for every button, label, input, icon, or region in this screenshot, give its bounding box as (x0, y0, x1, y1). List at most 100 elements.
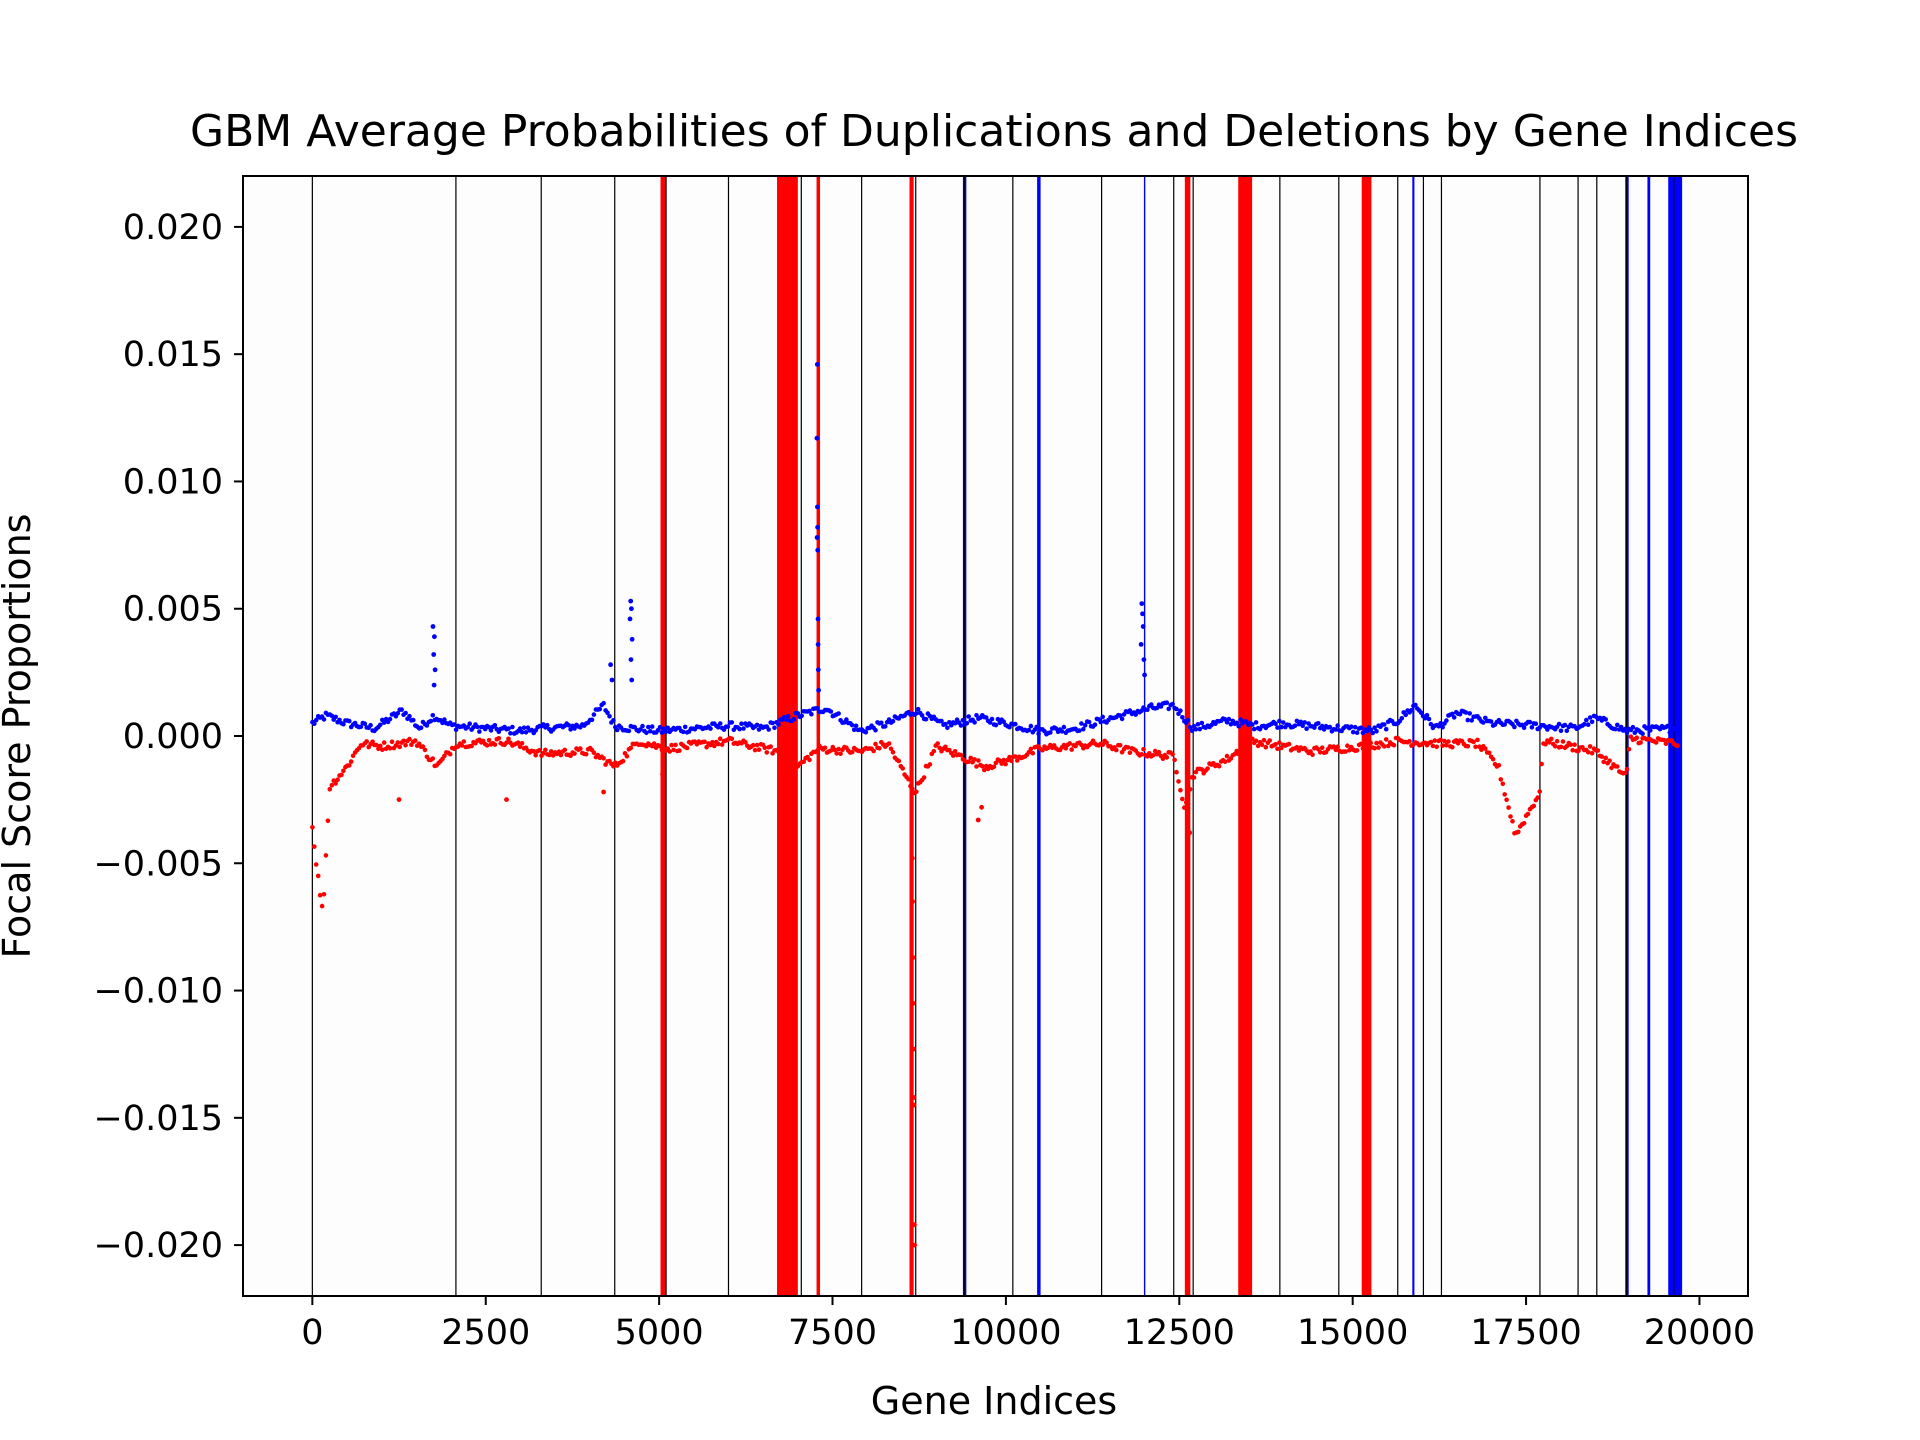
spike-point (601, 789, 606, 795)
data-point (1510, 819, 1515, 824)
data-point (651, 741, 657, 746)
data-point (919, 713, 925, 718)
data-point (1663, 741, 1669, 747)
y-tick-label: 0.020 (123, 208, 223, 248)
data-point (1426, 716, 1432, 722)
data-point (1582, 721, 1587, 727)
data-point (1669, 730, 1674, 735)
data-point (329, 782, 335, 788)
data-point (1164, 700, 1170, 705)
data-point (828, 748, 834, 753)
data-point (1125, 745, 1131, 750)
data-point (517, 744, 523, 750)
data-point (999, 761, 1004, 766)
data-point (362, 721, 368, 726)
data-point (1615, 764, 1620, 769)
data-point (1098, 719, 1104, 725)
data-point (1086, 719, 1092, 725)
deletion-band (777, 176, 798, 1296)
data-point (504, 740, 509, 745)
data-point (521, 725, 527, 730)
data-point (411, 717, 416, 723)
data-point (397, 744, 403, 750)
data-point (1603, 717, 1608, 722)
spike-point (629, 636, 635, 642)
data-point (321, 892, 327, 897)
data-point (321, 717, 327, 722)
data-point (1081, 726, 1086, 732)
data-point (591, 750, 597, 755)
y-tick-label: 0.000 (123, 717, 223, 757)
spike-point (815, 524, 820, 530)
data-point (547, 752, 552, 758)
data-point (927, 762, 933, 767)
data-point (469, 743, 474, 749)
spike-point (912, 1222, 917, 1228)
data-point (1187, 725, 1193, 730)
data-point (329, 713, 335, 719)
data-point (1358, 741, 1364, 747)
deletion-band (1184, 176, 1191, 1296)
data-point (484, 743, 490, 748)
deletion-band (1361, 176, 1372, 1296)
data-point (974, 713, 979, 718)
data-point (935, 741, 940, 746)
data-point (640, 723, 645, 729)
data-point (1587, 715, 1593, 720)
data-point (1114, 747, 1119, 753)
data-point (1562, 722, 1568, 728)
data-point (1622, 726, 1628, 732)
boundaries-layer (311, 176, 1675, 1296)
data-point (1479, 747, 1484, 752)
data-point (1568, 742, 1573, 747)
data-point (1160, 756, 1166, 761)
data-point (1450, 744, 1455, 750)
data-point (1335, 723, 1340, 728)
data-point (729, 736, 735, 742)
chart-title: GBM Average Probabilities of Duplication… (190, 106, 1798, 157)
data-point (1432, 738, 1438, 743)
data-point (974, 764, 979, 769)
data-point (849, 749, 855, 755)
data-point (980, 763, 985, 769)
data-point (657, 724, 663, 730)
duplication-band (1143, 176, 1146, 1296)
data-point (459, 743, 465, 748)
data-point (1197, 726, 1203, 732)
data-point (1372, 745, 1377, 751)
data-point (764, 750, 770, 755)
data-point (807, 757, 812, 763)
data-point (387, 716, 393, 722)
data-point (900, 766, 905, 771)
data-point (785, 713, 791, 719)
spike-point (1140, 611, 1145, 617)
data-point (523, 730, 529, 735)
data-point (517, 726, 523, 731)
spike-point (432, 667, 438, 673)
data-point (1638, 740, 1643, 745)
data-point (1434, 744, 1439, 750)
data-point (341, 721, 346, 727)
data-point (1310, 752, 1315, 757)
data-point (492, 742, 498, 747)
data-point (1603, 755, 1608, 761)
data-point (401, 738, 406, 744)
data-point (1496, 763, 1502, 768)
spike-point (815, 504, 820, 510)
data-point (1601, 759, 1606, 765)
data-point (1119, 716, 1125, 722)
data-point (1222, 759, 1228, 764)
data-point (1556, 721, 1562, 727)
data-point (548, 749, 554, 754)
data-point (1150, 753, 1156, 758)
spike-point (815, 547, 821, 553)
data-point (1079, 742, 1084, 748)
data-point (1413, 702, 1418, 708)
data-point (566, 723, 571, 728)
data-point (477, 729, 482, 734)
data-point (407, 713, 412, 719)
data-point (1364, 728, 1370, 734)
data-point (789, 756, 795, 761)
data-point (1481, 720, 1486, 725)
